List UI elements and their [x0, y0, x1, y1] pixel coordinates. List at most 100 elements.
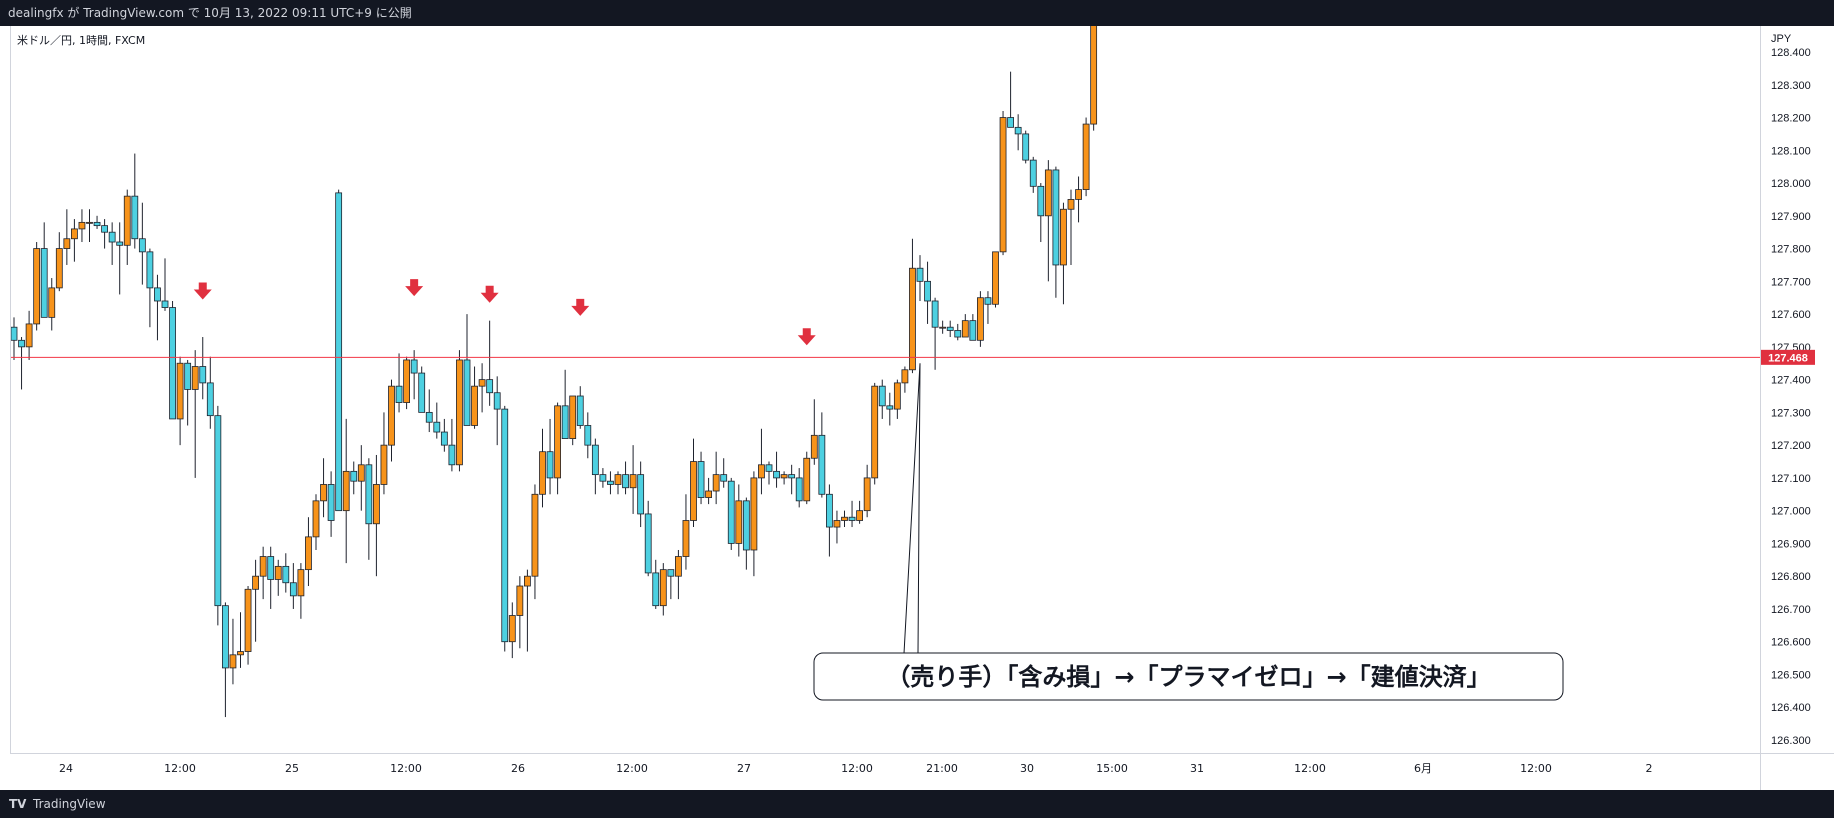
candle: [569, 395, 577, 446]
signal-down-arrow: [571, 298, 590, 316]
candles-layer: [10, 26, 1098, 718]
candle: [720, 458, 728, 488]
candle-body-up: [833, 520, 841, 528]
candle-body-up: [977, 297, 984, 341]
publish-info-text: dealingfx が TradingView.com で 10月 13, 20…: [8, 6, 412, 20]
candle: [539, 428, 546, 508]
candle-body-down: [886, 405, 894, 410]
candle: [818, 412, 826, 498]
time-tick-label: 6月: [1414, 762, 1432, 775]
candle: [863, 464, 871, 518]
candle: [946, 320, 954, 338]
candle: [176, 356, 184, 446]
candle: [984, 291, 992, 324]
candle-body-down: [214, 415, 222, 607]
candle: [667, 569, 675, 600]
candle-body-down: [335, 192, 343, 512]
time-axis[interactable]: 24 12:00 25 12:00 26 12:00 27 12:00 21:00 30 15:00…: [59, 762, 1653, 775]
candle-body-down: [931, 300, 939, 328]
candle-body-up: [252, 575, 260, 590]
currency-label: JPY: [1771, 33, 1792, 45]
candle: [199, 337, 207, 400]
candle: [478, 363, 486, 413]
candle-body-up: [810, 434, 818, 459]
candle: [924, 261, 931, 324]
price-chart[interactable]: 128.400 128.300 128.200 128.100 128.000 127.9…: [0, 26, 1834, 790]
plot-area[interactable]: [10, 26, 1760, 753]
candle: [591, 438, 599, 495]
candle: [742, 497, 750, 570]
candle-body-up: [71, 228, 78, 240]
candle-body-down: [101, 225, 108, 233]
candle-body-up: [531, 493, 539, 577]
candle: [259, 546, 267, 600]
signal-down-arrow: [405, 279, 424, 297]
candle: [992, 251, 999, 308]
candle-body-up: [471, 385, 478, 426]
candle: [229, 618, 237, 685]
candle-body-down: [138, 238, 146, 253]
candle: [795, 468, 803, 508]
candle: [48, 278, 56, 331]
candle-body-up: [750, 477, 758, 551]
time-tick-label: 12:00: [1294, 762, 1326, 775]
candle: [622, 461, 629, 495]
candle: [810, 399, 818, 465]
brand-label: TradingView: [33, 797, 106, 811]
candle: [576, 386, 584, 429]
time-tick-label: 26: [511, 762, 525, 775]
price-tick-label: 126.800: [1771, 571, 1811, 583]
candle-body-up: [1067, 199, 1075, 210]
annotation-callout[interactable]: （売り手）「含み損」→「プラマイゼロ」→「建値決済」: [813, 363, 1564, 701]
candle: [599, 468, 607, 488]
candle-body-up: [939, 326, 947, 329]
candle-body-up: [1090, 26, 1098, 125]
candle: [765, 461, 773, 485]
candle-body-down: [946, 326, 954, 331]
time-tick-label: 12:00: [616, 762, 648, 775]
candle: [531, 484, 539, 600]
candle: [78, 209, 86, 243]
candle: [350, 461, 358, 495]
candle: [614, 471, 622, 495]
candle-body-down: [984, 297, 992, 305]
price-tick-label: 127.200: [1771, 440, 1811, 452]
candle-body-down: [116, 241, 124, 246]
candle: [410, 350, 418, 400]
signal-arrows-layer: [193, 279, 816, 346]
candle-body-up: [372, 484, 380, 525]
candle: [682, 494, 690, 570]
candle-body-down: [282, 565, 290, 584]
time-tick-label: 12:00: [164, 762, 196, 775]
candle-body-down: [154, 287, 161, 302]
candle-body-down: [289, 582, 297, 597]
candle-body-down: [546, 451, 554, 479]
candle-body-down: [1007, 117, 1014, 128]
candle: [735, 484, 743, 557]
candle: [1044, 160, 1052, 282]
candle: [55, 232, 63, 292]
candle: [305, 517, 312, 587]
candle: [893, 379, 901, 419]
candle-body-down: [221, 605, 229, 669]
candle-body-up: [841, 516, 848, 521]
candle: [131, 153, 139, 249]
candle-body-down: [1037, 185, 1045, 217]
candle: [712, 451, 720, 505]
candle: [727, 477, 735, 550]
candle-body-up: [123, 195, 131, 246]
candle: [554, 402, 561, 495]
candle: [607, 471, 614, 495]
price-tick-label: 126.300: [1771, 735, 1811, 747]
price-axis[interactable]: 128.400 128.300 128.200 128.100 128.000 127.9…: [1771, 47, 1811, 747]
candle: [372, 454, 380, 577]
price-tick-label: 128.300: [1771, 80, 1811, 92]
candle-body-up: [86, 221, 93, 224]
price-tick-label: 127.000: [1771, 506, 1811, 518]
candle: [169, 300, 176, 420]
candle: [826, 484, 833, 557]
candle: [773, 451, 780, 488]
candle-body-down: [561, 405, 569, 439]
candle-body-up: [48, 287, 56, 318]
candle-body-up: [712, 474, 720, 492]
